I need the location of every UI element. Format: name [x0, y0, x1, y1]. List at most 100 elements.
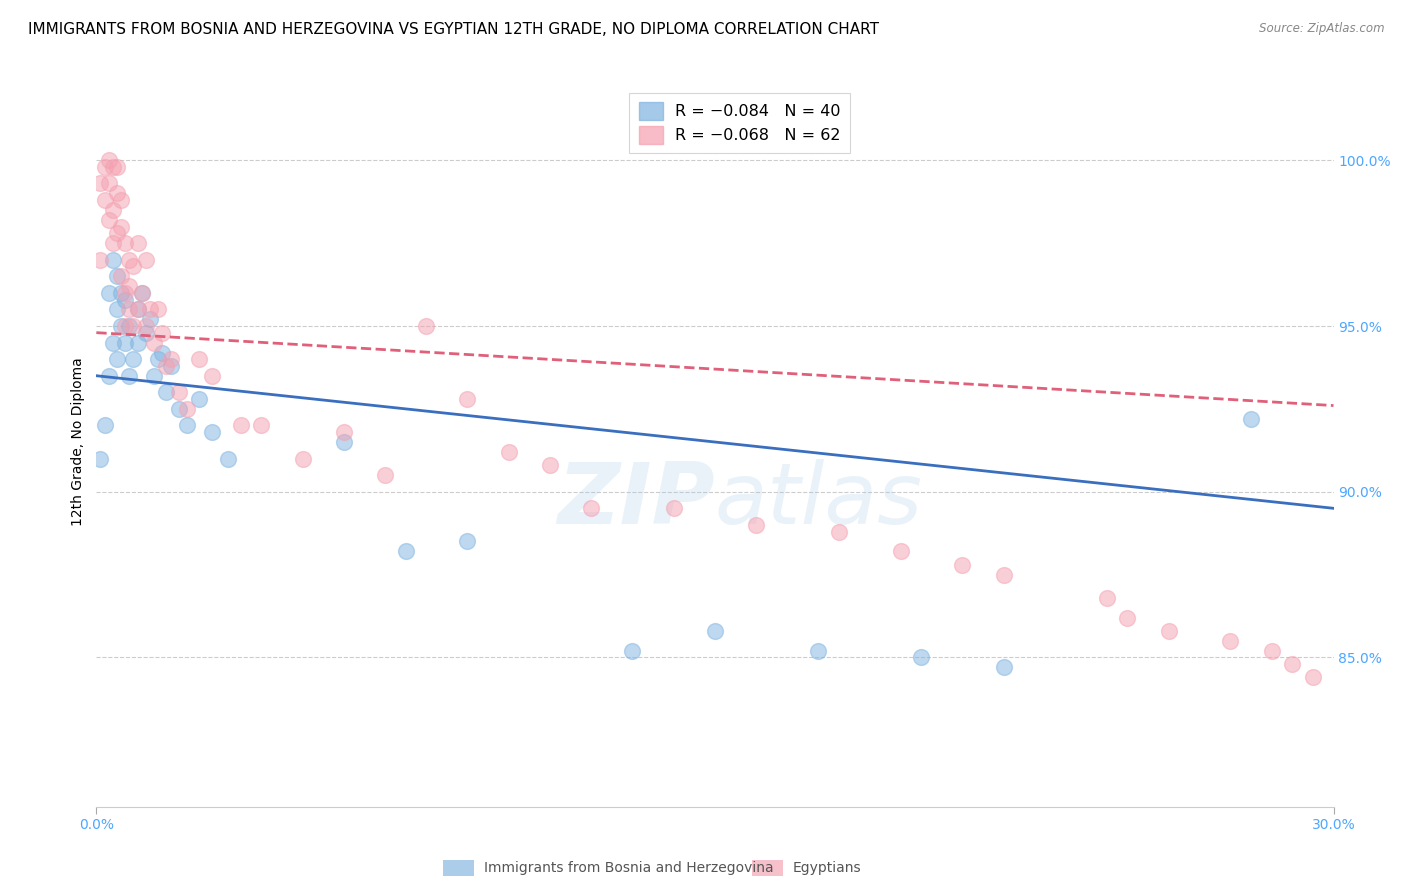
Point	[143, 368, 166, 383]
Point	[176, 401, 198, 416]
Point	[93, 160, 115, 174]
Point	[143, 335, 166, 350]
Point	[135, 318, 157, 333]
Point	[993, 567, 1015, 582]
Point	[118, 252, 141, 267]
Point	[217, 451, 239, 466]
Point	[105, 302, 128, 317]
Point	[1302, 670, 1324, 684]
Point	[97, 285, 120, 300]
Point	[374, 468, 396, 483]
Point	[127, 335, 149, 350]
Point	[127, 302, 149, 317]
Point	[538, 458, 561, 473]
Point	[148, 302, 170, 317]
Point	[457, 534, 479, 549]
Point	[105, 186, 128, 201]
Point	[89, 451, 111, 466]
Point	[159, 352, 181, 367]
Point	[101, 236, 124, 251]
Point	[703, 624, 725, 638]
Point	[950, 558, 973, 572]
Point	[93, 418, 115, 433]
Point	[621, 644, 644, 658]
Text: Immigrants from Bosnia and Herzegovina: Immigrants from Bosnia and Herzegovina	[484, 861, 773, 875]
Point	[745, 517, 768, 532]
Point	[291, 451, 314, 466]
Point	[148, 352, 170, 367]
Point	[127, 302, 149, 317]
Point	[1116, 610, 1139, 624]
Point	[662, 501, 685, 516]
Point	[498, 445, 520, 459]
Point	[201, 368, 224, 383]
Point	[201, 425, 224, 439]
Point	[176, 418, 198, 433]
Point	[105, 160, 128, 174]
Point	[122, 318, 145, 333]
Y-axis label: 12th Grade, No Diploma: 12th Grade, No Diploma	[72, 358, 86, 526]
Point	[101, 335, 124, 350]
Point	[135, 326, 157, 340]
Point	[118, 368, 141, 383]
Point	[118, 279, 141, 293]
Point	[993, 660, 1015, 674]
Point	[155, 385, 177, 400]
Point	[114, 318, 136, 333]
Point	[1095, 591, 1118, 605]
Point	[229, 418, 252, 433]
Point	[1260, 644, 1282, 658]
Point	[1240, 412, 1263, 426]
Point	[415, 318, 437, 333]
Point	[118, 318, 141, 333]
Point	[101, 202, 124, 217]
Point	[89, 252, 111, 267]
Point	[395, 544, 418, 558]
Point	[167, 401, 190, 416]
Point	[105, 269, 128, 284]
Point	[139, 302, 162, 317]
Point	[114, 335, 136, 350]
Point	[167, 385, 190, 400]
Point	[131, 285, 153, 300]
Point	[101, 160, 124, 174]
Point	[97, 177, 120, 191]
Point	[105, 352, 128, 367]
Point	[579, 501, 602, 516]
Point	[97, 368, 120, 383]
Text: ZIP: ZIP	[557, 458, 714, 541]
Point	[1281, 657, 1303, 671]
Point	[122, 260, 145, 274]
Point	[1219, 633, 1241, 648]
Point	[889, 544, 911, 558]
Point	[150, 326, 173, 340]
Point	[457, 392, 479, 406]
Point	[89, 177, 111, 191]
Point	[150, 345, 173, 359]
Point	[159, 359, 181, 373]
Point	[110, 285, 132, 300]
Point	[122, 352, 145, 367]
Legend: R = −0.084   N = 40, R = −0.068   N = 62: R = −0.084 N = 40, R = −0.068 N = 62	[628, 93, 851, 153]
Point	[114, 293, 136, 307]
Point	[807, 644, 830, 658]
Point	[127, 236, 149, 251]
Point	[827, 524, 849, 539]
Point	[118, 302, 141, 317]
Point	[101, 252, 124, 267]
Text: atlas: atlas	[714, 458, 922, 541]
Point	[114, 285, 136, 300]
Point	[333, 435, 356, 450]
Point	[110, 219, 132, 234]
Point	[97, 213, 120, 227]
Point	[188, 352, 211, 367]
Point	[110, 269, 132, 284]
Point	[155, 359, 177, 373]
Point	[105, 226, 128, 240]
Point	[97, 153, 120, 168]
Point	[93, 193, 115, 207]
Text: Egyptians: Egyptians	[793, 861, 862, 875]
Point	[110, 318, 132, 333]
Point	[333, 425, 356, 439]
Text: IMMIGRANTS FROM BOSNIA AND HERZEGOVINA VS EGYPTIAN 12TH GRADE, NO DIPLOMA CORREL: IMMIGRANTS FROM BOSNIA AND HERZEGOVINA V…	[28, 22, 879, 37]
